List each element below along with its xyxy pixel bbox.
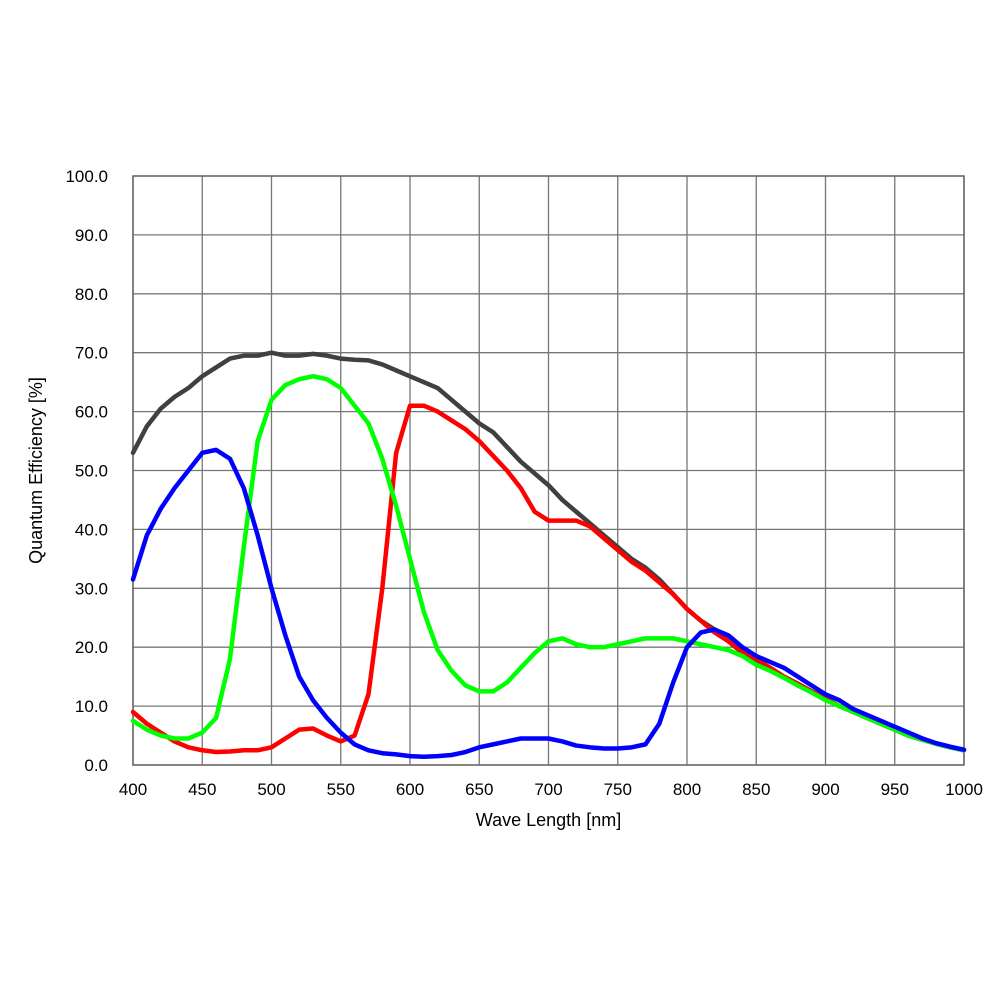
grid: [132, 175, 965, 766]
x-tick-label: 750: [604, 780, 632, 799]
series-line-3: [130, 374, 967, 753]
y-tick-label: 60.0: [75, 403, 108, 422]
y-axis-title: Quantum Efficiency [%]: [26, 377, 46, 564]
y-axis-tick-labels: 0.0 10.0 20.0 30.0 40.0 50.0 60.0 70.0 80.0 90.0 1…: [65, 167, 108, 775]
y-tick-label: 100.0: [65, 167, 108, 186]
plot-area-frame: [132, 175, 965, 766]
y-tick-label: 50.0: [75, 462, 108, 481]
x-axis-title: Wave Length [nm]: [476, 810, 621, 830]
y-tick-label: 70.0: [75, 344, 108, 363]
x-tick-label: 500: [257, 780, 285, 799]
x-tick-label: 800: [673, 780, 701, 799]
x-axis-tick-labels: 400 450 500 550 600 650 700 750 800 850 900 950 1000: [119, 780, 983, 799]
y-tick-label: 90.0: [75, 226, 108, 245]
series-line-4: [130, 447, 967, 760]
y-tick-label: 40.0: [75, 520, 108, 539]
x-tick-label: 1000: [945, 780, 983, 799]
x-tick-label: 900: [811, 780, 839, 799]
y-tick-label: 10.0: [75, 697, 108, 716]
x-tick-label: 850: [742, 780, 770, 799]
y-tick-label: 20.0: [75, 638, 108, 657]
x-tick-label: 600: [396, 780, 424, 799]
x-tick-label: 650: [465, 780, 493, 799]
y-tick-label: 80.0: [75, 285, 108, 304]
x-tick-label: 400: [119, 780, 147, 799]
y-tick-label: 0.0: [84, 756, 108, 775]
x-tick-label: 550: [327, 780, 355, 799]
x-tick-label: 700: [534, 780, 562, 799]
series-layer: [130, 350, 967, 760]
x-tick-label: 450: [188, 780, 216, 799]
y-tick-label: 30.0: [75, 579, 108, 598]
x-tick-label: 950: [881, 780, 909, 799]
